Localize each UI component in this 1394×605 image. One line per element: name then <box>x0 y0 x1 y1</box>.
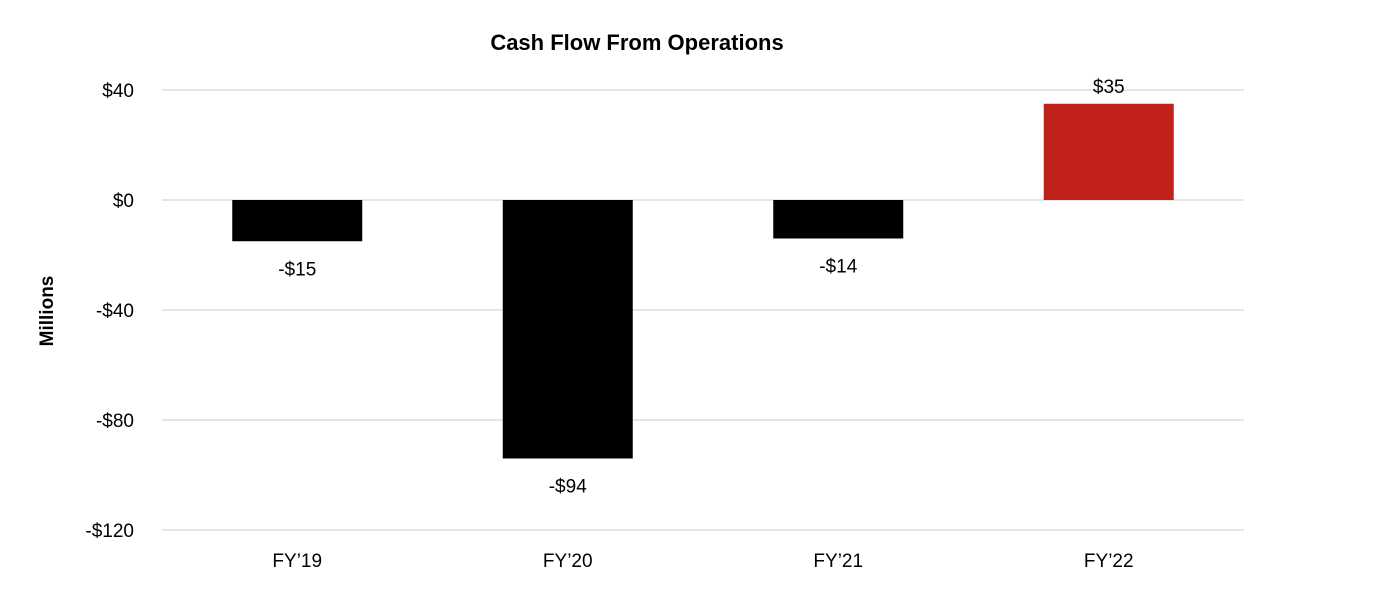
y-axis-ticks: $40 $0 -$40 -$80 -$120 <box>85 81 134 542</box>
x-tick-label: FY’22 <box>1084 551 1134 572</box>
bar <box>232 200 363 242</box>
data-labels: -$15 -$94 -$14 $35 <box>278 77 1124 498</box>
y-tick-label: $40 <box>102 81 134 102</box>
bar <box>773 200 904 239</box>
y-tick-label: -$40 <box>96 301 134 322</box>
x-tick-label: FY’21 <box>813 551 863 572</box>
x-tick-label: FY’20 <box>543 551 593 572</box>
x-axis-ticks: FY’19 FY’20 FY’21 FY’22 <box>272 551 1133 572</box>
data-label: -$15 <box>278 259 316 280</box>
y-tick-label: -$120 <box>85 521 134 542</box>
y-tick-label: $0 <box>113 191 134 212</box>
chart-title: Cash Flow From Operations <box>490 30 783 55</box>
data-label: -$14 <box>819 257 857 278</box>
data-label: -$94 <box>549 477 587 498</box>
bar <box>1043 103 1174 200</box>
y-axis-label: Millions <box>37 276 58 347</box>
x-tick-label: FY’19 <box>272 551 322 572</box>
bar <box>502 200 633 459</box>
bars <box>232 103 1174 459</box>
data-label: $35 <box>1093 77 1125 98</box>
y-tick-label: -$80 <box>96 411 134 432</box>
